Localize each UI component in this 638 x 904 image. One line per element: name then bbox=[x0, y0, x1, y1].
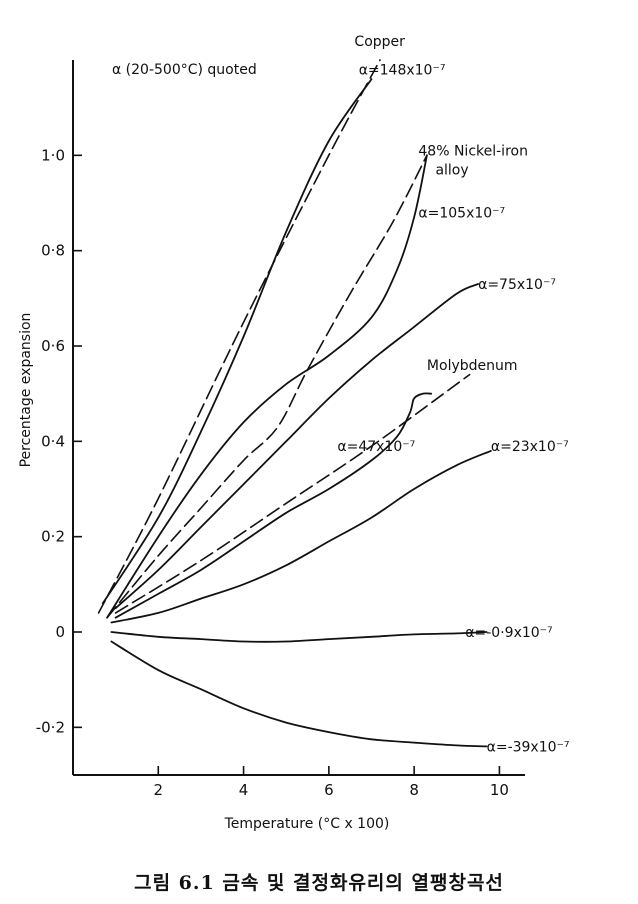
series-annotation: α=75x10⁻⁷ bbox=[478, 277, 556, 293]
series-annotation: Molybdenum bbox=[427, 358, 518, 374]
figure-caption: 그림 6.1 금속 및 결정화유리의 열팽창곡선 bbox=[134, 872, 504, 894]
ticks: 2 4 6 8 10 1·0 0·8 0·6 0·4 0·2 0 -0·2 bbox=[36, 146, 509, 799]
series-annotation: alloy bbox=[435, 163, 468, 179]
series-annotation: α=-0·9x10⁻⁷ bbox=[465, 625, 552, 641]
x-tick-label: 8 bbox=[409, 781, 419, 799]
series-annotation: 48% Nickel-iron bbox=[418, 144, 528, 160]
y-tick-label: 0 bbox=[55, 623, 65, 641]
series-annotation: α=23x10⁻⁷ bbox=[491, 439, 569, 455]
y-axis-label: Percentage expansion bbox=[18, 313, 34, 468]
series-line bbox=[114, 373, 471, 614]
series-line bbox=[110, 450, 492, 624]
y-tick-label: -0·2 bbox=[36, 718, 65, 736]
series-line bbox=[114, 392, 433, 619]
series-line bbox=[114, 283, 479, 610]
series-lines bbox=[97, 59, 492, 748]
y-tick-label: 0·6 bbox=[41, 337, 65, 355]
series-line bbox=[110, 640, 488, 748]
x-tick-label: 10 bbox=[490, 781, 509, 799]
x-axis-label: Temperature (°C x 100) bbox=[224, 816, 390, 832]
series-annotation: α=105x10⁻⁷ bbox=[418, 206, 505, 222]
series-annotation: α=148x10⁻⁷ bbox=[359, 63, 446, 79]
x-tick-label: 2 bbox=[154, 781, 164, 799]
series-line bbox=[97, 59, 381, 614]
axes bbox=[72, 60, 525, 776]
alpha-range-note: α (20-500°C) quoted bbox=[112, 62, 257, 78]
series-annotation: α=47x10⁻⁷ bbox=[337, 439, 415, 455]
annotations: Copper α=148x10⁻⁷ 48% Nickel-iron alloy α=10… bbox=[337, 34, 569, 755]
series-annotation: Copper bbox=[354, 34, 405, 50]
series-line bbox=[106, 154, 428, 619]
y-tick-label: 0·4 bbox=[41, 432, 65, 450]
y-tick-label: 1·0 bbox=[41, 146, 65, 164]
series-line bbox=[110, 631, 488, 643]
x-tick-label: 4 bbox=[239, 781, 249, 799]
series-annotation: α=-39x10⁻⁷ bbox=[487, 739, 570, 755]
x-tick-label: 6 bbox=[324, 781, 334, 799]
y-tick-label: 0·8 bbox=[41, 242, 65, 260]
series-line bbox=[101, 78, 373, 605]
series-line bbox=[106, 154, 428, 619]
y-tick-label: 0·2 bbox=[41, 528, 65, 546]
